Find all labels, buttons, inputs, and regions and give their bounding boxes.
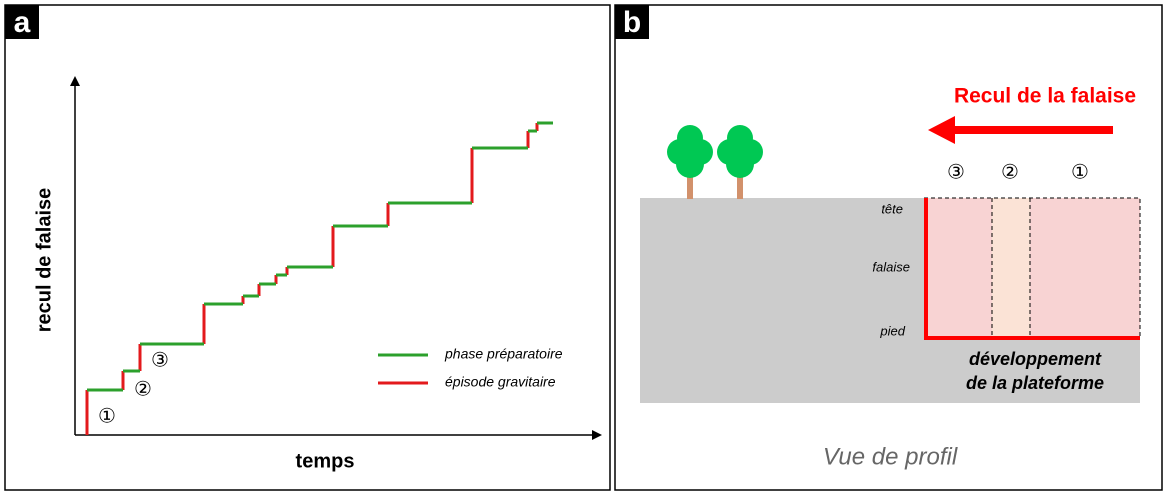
zone-label: ① <box>1071 161 1089 183</box>
legend-label: épisode gravitaire <box>445 374 556 390</box>
step-label: ② <box>134 378 152 400</box>
zone-label: ② <box>1001 161 1019 183</box>
level-label: pied <box>879 323 905 338</box>
y-axis-label: recul de falaise <box>33 188 55 333</box>
x-axis-label: temps <box>296 450 355 472</box>
legend-label: phase préparatoire <box>444 346 563 362</box>
panel-label: a <box>14 6 31 39</box>
cliff-profile <box>924 198 1140 340</box>
eroded-zone <box>924 198 1140 338</box>
level-label: tête <box>881 201 903 216</box>
panel-frame <box>4 4 611 491</box>
platform-label: développement <box>969 349 1102 369</box>
retreat-arrow <box>928 116 1113 144</box>
panel-label: b <box>623 6 641 39</box>
level-label: falaise <box>872 259 910 274</box>
zone-outline <box>924 197 1141 338</box>
step-label: ① <box>98 405 116 427</box>
zone-label: ③ <box>947 161 965 183</box>
step-label: ③ <box>151 349 169 371</box>
tree <box>717 125 763 199</box>
panel-label-box <box>5 5 39 39</box>
panel-label-box <box>615 5 649 39</box>
platform-label: de la plateforme <box>966 373 1104 393</box>
panel-a: a temps recul de falaise ① ② ③ phase pré… <box>4 4 611 491</box>
panel-b: b Recul de la falaise ③ ② ① tête falaise… <box>614 4 1163 491</box>
tree <box>667 125 713 199</box>
eroded-zone <box>992 198 1030 338</box>
caption: Vue de profil <box>823 443 958 470</box>
step-curve <box>85 121 553 435</box>
title: Recul de la falaise <box>954 85 1136 108</box>
